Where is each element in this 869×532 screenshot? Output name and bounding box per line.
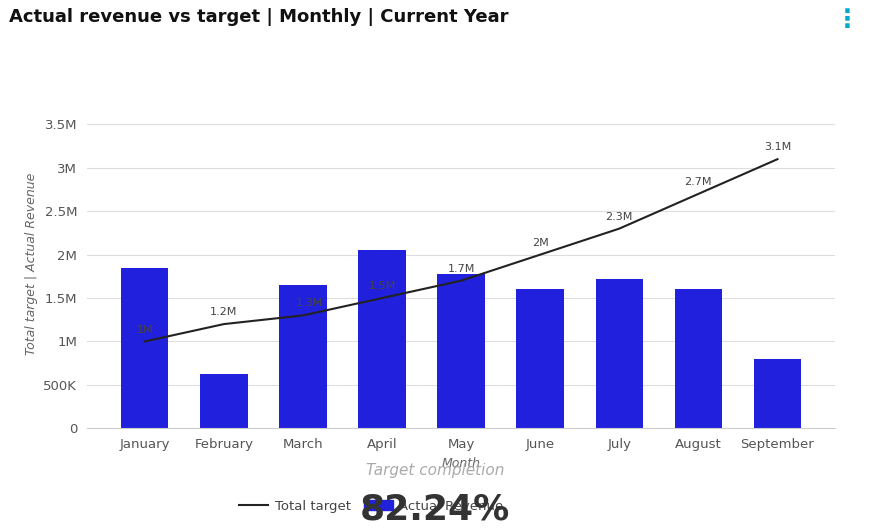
Bar xyxy=(516,289,563,428)
Bar xyxy=(673,289,721,428)
X-axis label: Month: Month xyxy=(441,456,480,470)
Text: 1.2M: 1.2M xyxy=(210,307,237,317)
Text: 1.3M: 1.3M xyxy=(295,298,322,309)
Y-axis label: Total target | Actual Revenue: Total target | Actual Revenue xyxy=(25,172,38,354)
Text: 1M: 1M xyxy=(136,325,153,335)
Bar xyxy=(358,251,405,428)
Bar xyxy=(279,285,326,428)
Legend: Total target, Actual Revenue: Total target, Actual Revenue xyxy=(234,494,508,518)
Text: 2M: 2M xyxy=(531,238,548,248)
Text: ⋮: ⋮ xyxy=(833,8,859,32)
Bar xyxy=(753,359,800,428)
Text: 3.1M: 3.1M xyxy=(763,142,790,152)
Bar xyxy=(200,375,248,428)
Text: 1.5M: 1.5M xyxy=(368,281,395,291)
Text: 82.24%: 82.24% xyxy=(360,493,509,527)
Text: 2.3M: 2.3M xyxy=(605,212,633,222)
Bar xyxy=(437,274,484,428)
Text: 1.7M: 1.7M xyxy=(447,264,474,274)
Bar xyxy=(595,279,642,428)
Bar xyxy=(121,268,169,428)
Text: Actual revenue vs target | Monthly | Current Year: Actual revenue vs target | Monthly | Cur… xyxy=(9,8,507,26)
Text: Target completion: Target completion xyxy=(365,463,504,478)
Text: 2.7M: 2.7M xyxy=(684,177,712,187)
